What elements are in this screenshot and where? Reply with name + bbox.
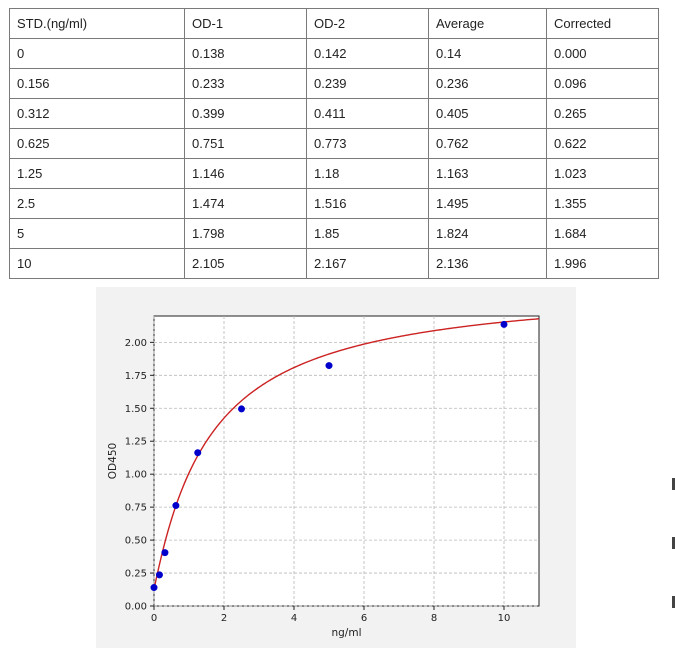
y-tick-label: 2.00: [125, 338, 147, 349]
y-tick-label: 0.50: [125, 536, 147, 547]
x-tick-label: 4: [291, 613, 297, 624]
table-cell: 2.136: [428, 248, 547, 279]
data-point: [155, 571, 163, 579]
table-cell: 1.516: [306, 188, 429, 219]
table-cell: 1.85: [306, 218, 429, 249]
table-row: 2.5 1.474 1.516 1.495 1.355: [9, 188, 659, 219]
data-point: [172, 502, 180, 510]
table-cell: 0.625: [9, 128, 185, 159]
y-tick-label: 1.75: [125, 371, 147, 382]
data-point: [150, 584, 158, 592]
x-tick-label: 2: [221, 613, 227, 624]
table-cell: 0: [9, 38, 185, 69]
table-header-row: STD.(ng/ml) OD-1 OD-2 Average Corrected: [9, 8, 659, 39]
table-cell: 1.495: [428, 188, 547, 219]
table-row: 0.625 0.751 0.773 0.762 0.622: [9, 128, 659, 159]
y-tick-label: 0.75: [125, 503, 147, 514]
x-axis-label: ng/ml: [331, 627, 361, 639]
table-cell: 1.474: [184, 188, 307, 219]
table-header-cell: Corrected: [546, 8, 659, 39]
table-cell: 1.355: [546, 188, 659, 219]
y-axis-label: OD450: [107, 443, 119, 479]
table-cell: 1.824: [428, 218, 547, 249]
table-cell: 0.156: [9, 68, 185, 99]
table-cell: 1.684: [546, 218, 659, 249]
table-cell: 10: [9, 248, 185, 279]
standards-table: STD.(ng/ml) OD-1 OD-2 Average Corrected 0 0.13…: [9, 8, 659, 279]
x-tick-label: 10: [498, 613, 511, 624]
table-cell: 2.5: [9, 188, 185, 219]
chart-svg: 0 2 4 6 8 10 0.00 0.25 0.50 0.75 1.00 1.25 1.50 1.75…: [107, 315, 540, 639]
table-row: 10 2.105 2.167 2.136 1.996: [9, 248, 659, 279]
table-row: 1.25 1.146 1.18 1.163 1.023: [9, 158, 659, 189]
table-cell: 2.167: [306, 248, 429, 279]
table-cell: 0.399: [184, 98, 307, 129]
table-row: 5 1.798 1.85 1.824 1.684: [9, 218, 659, 249]
y-tick-label: 0.25: [125, 569, 147, 580]
table-cell: 0.142: [306, 38, 429, 69]
data-point: [500, 320, 508, 328]
table-cell: 0.096: [546, 68, 659, 99]
edge-mark: [672, 537, 675, 549]
data-point: [325, 362, 333, 370]
edge-mark: [672, 478, 675, 490]
x-tick-label: 0: [151, 613, 157, 624]
y-tick-label: 0.00: [125, 602, 147, 613]
table-header-cell: STD.(ng/ml): [9, 8, 185, 39]
table-header-cell: OD-1: [184, 8, 307, 39]
data-point: [238, 405, 245, 413]
table-cell: 1.798: [184, 218, 307, 249]
table-cell: 0.762: [428, 128, 547, 159]
y-tick-label: 1.25: [125, 437, 147, 448]
table-cell: 1.996: [546, 248, 659, 279]
plot-area: [153, 315, 540, 607]
table-cell: 0.411: [306, 98, 429, 129]
table-cell: 0.773: [306, 128, 429, 159]
table-cell: 1.163: [428, 158, 547, 189]
table-cell: 0.000: [546, 38, 659, 69]
table-cell: 1.146: [184, 158, 307, 189]
table-cell: 0.622: [546, 128, 659, 159]
table-cell: 0.312: [9, 98, 185, 129]
y-tick-label: 1.50: [125, 404, 147, 415]
data-point: [194, 449, 202, 457]
table-cell: 0.138: [184, 38, 307, 69]
table-cell: 1.25: [9, 158, 185, 189]
table-cell: 0.265: [546, 98, 659, 129]
table-row: 0.156 0.233 0.239 0.236 0.096: [9, 68, 659, 99]
fitted-curve: [153, 318, 540, 590]
edge-mark: [672, 596, 675, 608]
table-cell: 1.18: [306, 158, 429, 189]
table-cell: 5: [9, 218, 185, 249]
table-cell: 0.405: [428, 98, 547, 129]
table-row: 0.312 0.399 0.411 0.405 0.265: [9, 98, 659, 129]
x-tick-label: 8: [431, 613, 437, 624]
table-cell: 0.233: [184, 68, 307, 99]
table-cell: 2.105: [184, 248, 307, 279]
table-header-cell: OD-2: [306, 8, 429, 39]
x-tick-label: 6: [361, 613, 367, 624]
table-cell: 0.14: [428, 38, 547, 69]
table-cell: 0.236: [428, 68, 547, 99]
y-tick-label: 1.00: [125, 470, 147, 481]
table-cell: 1.023: [546, 158, 659, 189]
table-cell: 0.751: [184, 128, 307, 159]
table-header-cell: Average: [428, 8, 547, 39]
data-point: [161, 549, 169, 557]
table-row: 0 0.138 0.142 0.14 0.000: [9, 38, 659, 69]
standard-curve-chart: 0 2 4 6 8 10 0.00 0.25 0.50 0.75 1.00 1.25 1.50 1.75…: [96, 287, 576, 648]
table-cell: 0.239: [306, 68, 429, 99]
